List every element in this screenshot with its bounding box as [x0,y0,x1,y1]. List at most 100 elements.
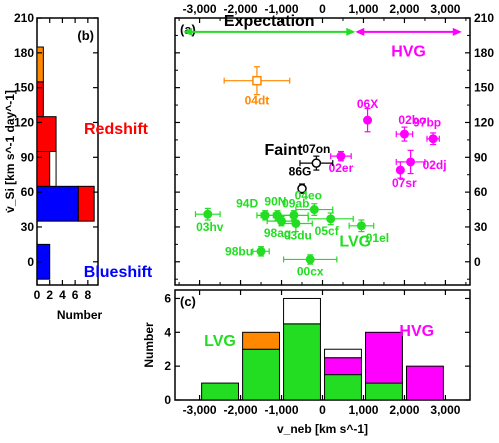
b-x-tick-label-2: 4 [59,288,66,302]
y-tick-label-right-3: 90 [474,150,488,164]
data-point-06X: 06X [357,97,378,133]
expectation-arrow-head-left-1 [355,27,365,36]
hist-bar-c-0-0 [201,382,240,401]
point-label-98aq: 98aq [264,226,291,240]
marker-circle [428,134,438,144]
point-label-07sr: 07sr [392,176,417,190]
data-point-02dj: 02dj [395,149,447,175]
point-label-94D: 94D [236,196,258,210]
hist-bar-c-5-0 [405,365,444,401]
hvg-label: HVG [391,43,426,60]
data-point-07on: 07on [299,142,334,171]
c-y-tick-label-1: 2 [164,359,171,373]
point-label-06X: 06X [357,97,378,111]
marker-circle [256,246,266,256]
c-y-tick-label-2: 4 [164,325,171,339]
b-x-tick-label-4: 8 [84,288,91,302]
x-tick-label-top-0: -3,000 [183,2,217,16]
x-tick-label-top-3: 0 [319,2,326,16]
faint-label: Faint [264,142,303,159]
data-point-98bu: 98bu [225,244,270,258]
marker-circle [336,151,346,161]
b-y-tick-label-1: 30 [21,220,35,234]
marker-circle [305,254,315,264]
panel-a-label: (a) [180,22,196,37]
b-y-tick-label-0: 0 [27,255,34,269]
c-x-tick-label-4: 1,000 [348,403,378,417]
marker-circle [311,158,322,168]
hist-bar-c-2-0 [283,323,321,401]
marker-circle [326,214,336,224]
b-x-tick-label-3: 6 [72,288,79,302]
c-x-tick-label-2: -1,000 [265,403,299,417]
panel-a: (a) -3,000 -2,000 -1,000 0 1,000 2,000 3,000 0 30… [174,2,494,286]
y-tick-label-right-7: 210 [474,11,494,25]
b-x-tick-label-0: 0 [34,288,41,302]
marker-circle [309,205,319,215]
marker-circle [406,157,416,167]
marker-circle [291,218,301,228]
marker-circle [395,165,405,175]
x-tick-label-top-4: 1,000 [348,2,378,16]
c-x-tick-label-3: 0 [319,403,326,417]
point-label-97bp: 97bp [413,116,441,130]
hist-bar-b-2-1 [49,151,57,187]
hist-bar-c-1-0 [242,348,280,401]
x-tick-label-top-1: -2,000 [224,2,258,16]
marker-circle [297,183,307,194]
hist-bar-c-4-0 [365,382,403,401]
b-y-tick-label-5: 150 [14,81,34,95]
data-point-01el: 01el [348,219,389,245]
b-y-tick-label-2: 60 [21,185,35,199]
data-point-03hv: 03hv [194,207,224,234]
data-point-86G: 86G [289,165,312,194]
hist-bar-b-5-0 [36,46,44,83]
hist-bar-b-1-0 [36,185,79,222]
panel-b-label: (b) [77,28,94,43]
marker-square [252,75,262,86]
hist-bar-b-3-0 [36,116,57,152]
data-point-00cx: 00cx [282,254,338,278]
point-label-02dj: 02dj [423,158,447,172]
point-label-02bo: 02bo [398,113,426,127]
redshift-label: Redshift [84,121,149,138]
data-point-02er: 02er [329,150,354,175]
marker-circle [203,209,213,219]
expectation-arrow-head-right-0 [346,27,356,36]
point-label-04eo: 04eo [295,189,322,203]
b-x-axis-label: Number [57,308,103,322]
c-y-tick-label-3: 6 [164,291,171,305]
hist-bar-c-3-2 [324,348,362,359]
b-y-tick-label-3: 90 [21,150,35,164]
point-label-03du: 03du [284,228,312,242]
point-label-02er: 02er [329,161,354,175]
point-label-04dt: 04dt [245,94,270,108]
point-label-09ab: 09ab [282,196,309,210]
point-label-86G: 86G [289,165,312,179]
b-y-tick-label-7: 210 [14,11,34,25]
y-tick-label-right-6: 180 [474,46,494,60]
c-lvg-label: LVG [204,333,236,350]
hist-bar-b-1-1 [77,185,95,222]
c-y-axis-label: Number [142,322,156,368]
panel-c-label: (c) [180,294,196,309]
hist-bar-c-3-0 [324,374,362,401]
expectation-arrow-head-right-1 [452,27,462,36]
b-y-tick-label-6: 180 [14,46,34,60]
data-point-04dt: 04dt [223,66,291,108]
data-point-04eo: 04eo [295,189,334,216]
lvg-label: LVG [339,234,371,251]
hist-bar-c-2-1 [283,297,321,325]
point-label-07on: 07on [302,142,330,156]
c-hvg-label: HVG [399,323,434,340]
c-x-axis-label: v_neb [km s^-1] [277,422,368,436]
data-point-03du: 03du [278,214,313,242]
y-tick-label-right-1: 30 [474,220,488,234]
blueshift-label: Blueshift [84,264,153,281]
marker-circle [363,115,373,125]
x-tick-label-top-5: 2,000 [389,2,419,16]
c-x-tick-label-0: -3,000 [183,403,217,417]
y-tick-label-right-0: 0 [474,255,481,269]
c-x-tick-label-6: 3,000 [430,403,460,417]
